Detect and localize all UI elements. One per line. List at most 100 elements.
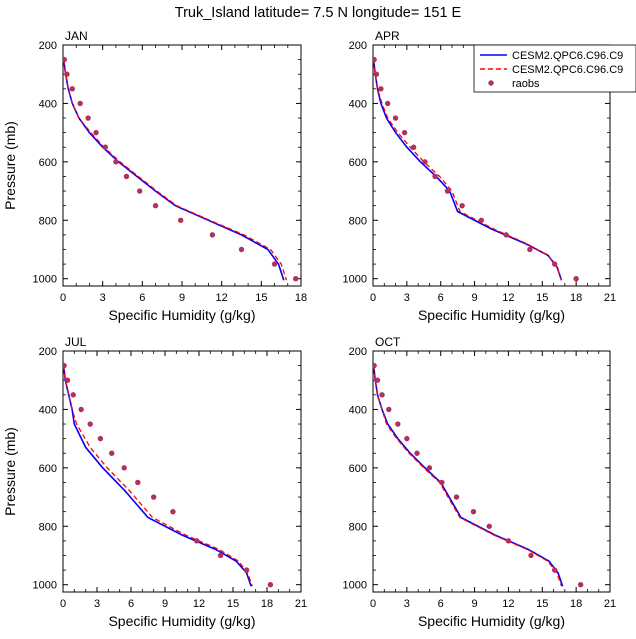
raobs-point <box>378 86 384 92</box>
x-tick-label: 9 <box>472 292 478 304</box>
x-tick-label: 18 <box>261 598 273 610</box>
raobs-point <box>386 406 392 413</box>
raobs-point <box>384 100 391 107</box>
panel-label: APR <box>375 29 400 43</box>
series-line-solid <box>63 59 285 281</box>
series-group <box>373 56 579 282</box>
figure-title: Truk_Island latitude= 7.5 N longitude= 1… <box>175 5 462 21</box>
series-line-solid <box>373 365 564 587</box>
legend-label: CESM2.QPC6.C96.C9 <box>512 64 623 76</box>
panel-label: OCT <box>375 335 401 349</box>
y-tick-label: 200 <box>39 40 57 52</box>
y-tick-label: 800 <box>349 215 367 227</box>
x-tick-label: 9 <box>179 292 185 304</box>
y-tick-label: 1000 <box>33 580 57 592</box>
raobs-point <box>64 377 71 383</box>
x-axis-label: Specific Humidity (g/kg) <box>108 613 255 629</box>
x-tick-label: 12 <box>502 292 514 304</box>
x-tick-label: 0 <box>370 292 376 304</box>
panel-jan: 0 3 6 9 12 15 18 200 400 600 800 1000 JAN Specific Hu… <box>2 29 307 323</box>
raobs-point <box>470 508 477 515</box>
x-tick-label: 6 <box>128 598 134 610</box>
y-tick-label: 600 <box>349 463 367 475</box>
raobs-point <box>577 581 584 588</box>
y-axis-label: Pressure (mb) <box>2 121 18 210</box>
raobs-point <box>69 86 75 92</box>
raobs-point <box>243 567 250 573</box>
y-tick-label: 600 <box>39 463 57 475</box>
legend-marker-dot <box>488 80 494 86</box>
x-tick-label: 6 <box>438 598 444 610</box>
y-tick-label: 1000 <box>343 274 367 286</box>
x-tick-label: 21 <box>295 598 307 610</box>
raobs-point <box>573 275 579 282</box>
raobs-point <box>432 173 438 180</box>
x-tick-label: 3 <box>100 292 106 304</box>
raobs-point <box>439 479 445 486</box>
y-tick-label: 400 <box>39 98 57 110</box>
raobs-point <box>552 567 558 573</box>
y-tick-label: 200 <box>349 40 367 52</box>
plot-frame <box>62 350 302 593</box>
x-tick-label: 18 <box>570 598 582 610</box>
x-tick-label: 3 <box>404 292 410 304</box>
x-tick-label: 12 <box>193 598 205 610</box>
panel-apr: 0 3 6 9 12 15 18 21 200 400 600 800 1000 APR Specific … <box>343 29 617 323</box>
x-axis-label: Specific Humidity (g/kg) <box>108 307 255 323</box>
raobs-point <box>426 465 433 471</box>
legend: CESM2.QPC6.C96.C9 CESM2.QPC6.C96.C9 raobs <box>473 44 636 93</box>
panel-oct: 0 3 6 9 12 15 18 21 200 400 600 800 1000 OCT Specific … <box>343 335 617 629</box>
x-tick-label: 3 <box>404 598 410 610</box>
raobs-point <box>194 538 200 544</box>
raobs-point <box>152 202 159 209</box>
panel-label: JAN <box>65 29 88 43</box>
raobs-point <box>271 261 278 267</box>
y-tick-label: 1000 <box>343 580 367 592</box>
raobs-point <box>373 362 377 369</box>
x-tick-label: 12 <box>216 292 228 304</box>
x-tick-label: 0 <box>60 292 66 304</box>
series-group <box>63 56 299 282</box>
plot-frame <box>372 350 611 593</box>
y-tick-label: 600 <box>39 157 57 169</box>
x-tick-label: 15 <box>536 598 548 610</box>
x-tick-label: 21 <box>604 598 616 610</box>
raobs-point <box>404 435 410 442</box>
raobs-point <box>422 159 428 165</box>
raobs-point <box>63 362 67 369</box>
x-tick-label: 0 <box>370 598 376 610</box>
x-axis-label: Specific Humidity (g/kg) <box>418 307 565 323</box>
raobs-point <box>379 392 385 398</box>
series-line-dashed <box>63 365 253 587</box>
raobs-point <box>552 261 558 267</box>
raobs-point <box>177 217 184 223</box>
x-tick-label: 15 <box>227 598 239 610</box>
series-line-dashed <box>373 59 563 281</box>
raobs-point <box>505 538 512 544</box>
raobs-point <box>503 232 509 238</box>
y-tick-label: 800 <box>349 521 367 533</box>
raobs-point <box>97 435 104 442</box>
raobs-point <box>414 450 420 456</box>
raobs-point <box>238 246 245 253</box>
series-group <box>63 362 274 588</box>
y-tick-label: 400 <box>349 404 367 416</box>
raobs-point <box>373 71 380 77</box>
x-tick-label: 0 <box>60 598 66 610</box>
panel-jul: 0 3 6 9 12 15 18 21 200 400 600 800 1000 JUL Specific … <box>2 335 307 629</box>
raobs-point <box>121 465 127 471</box>
y-axis-label: Pressure (mb) <box>2 427 18 516</box>
raobs-point <box>453 494 460 500</box>
series-line-solid <box>63 365 252 587</box>
raobs-point <box>63 56 68 63</box>
panel-label: JUL <box>65 335 87 349</box>
raobs-point <box>527 246 533 253</box>
raobs-point <box>459 202 465 209</box>
raobs-point <box>93 129 99 136</box>
raobs-point <box>170 508 176 515</box>
raobs-point <box>135 479 141 486</box>
raobs-point <box>64 71 70 77</box>
series-line-dashed <box>373 365 563 587</box>
